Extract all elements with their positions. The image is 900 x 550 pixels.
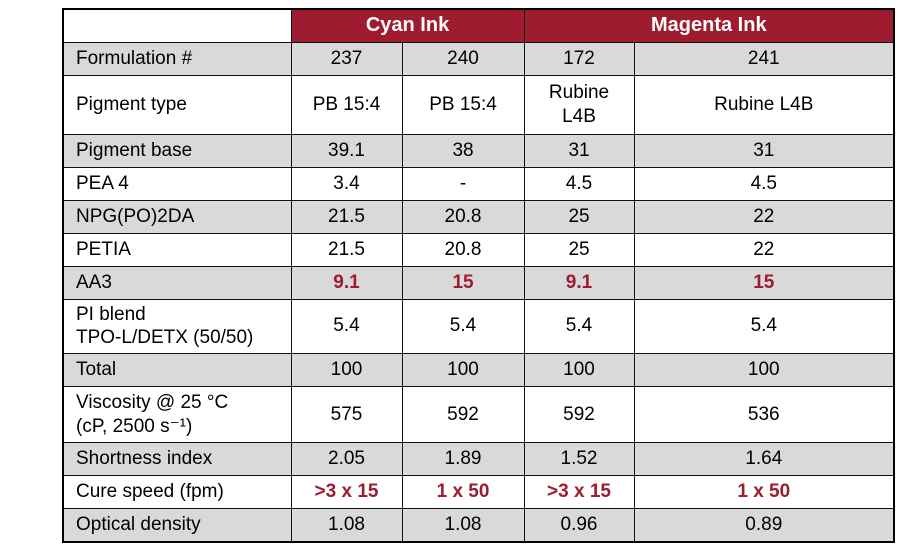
row-label: AA3: [62, 265, 292, 300]
row-npg-po-2da: NPG(PO)2DA 21.5 20.8 25 22: [62, 199, 895, 234]
cell-value: 2.05: [290, 442, 403, 476]
cell-value: >3 x 15: [523, 475, 635, 509]
cell-value: 4.5: [523, 166, 635, 201]
row-petia: PETIA 21.5 20.8 25 22: [62, 232, 895, 267]
cell-value: >3 x 15: [290, 475, 403, 509]
cell-value: Rubine L4B: [523, 74, 635, 135]
row-viscosity: Viscosity @ 25 °C (cP, 2500 s⁻¹) 575 592…: [62, 386, 895, 443]
cell-value: 21.5: [290, 199, 403, 234]
cell-value: 575: [290, 386, 403, 443]
header-row: Cyan Ink Magenta Ink: [62, 8, 895, 43]
cell-value: 5.4: [401, 298, 525, 354]
cell-value: 0.96: [523, 508, 635, 542]
cell-value: 31: [523, 133, 635, 168]
cell-value: 241: [633, 41, 895, 76]
cell-value: 1.64: [633, 442, 895, 476]
row-label: Total: [62, 353, 292, 387]
cell-value: 31: [633, 133, 895, 168]
cell-value: 22: [633, 199, 895, 234]
cell-value: 237: [290, 41, 403, 76]
row-label: PETIA: [62, 232, 292, 267]
cell-value: 100: [290, 353, 403, 387]
cell-value: 1.08: [290, 508, 403, 542]
row-label: Viscosity @ 25 °C (cP, 2500 s⁻¹): [62, 386, 292, 443]
cell-value: 592: [523, 386, 635, 443]
cell-value: Rubine L4B: [633, 74, 895, 135]
cell-value: 5.4: [633, 298, 895, 354]
cell-value: 38: [401, 133, 525, 168]
cell-value: 100: [633, 353, 895, 387]
cell-value: 172: [523, 41, 635, 76]
header-corner-cell: [62, 8, 292, 43]
header-cyan-ink: Cyan Ink: [290, 8, 525, 43]
row-optical-density: Optical density 1.08 1.08 0.96 0.89: [62, 508, 895, 542]
cell-value: 4.5: [633, 166, 895, 201]
cell-value: 0.89: [633, 508, 895, 542]
cell-value: 20.8: [401, 232, 525, 267]
cell-value: 5.4: [290, 298, 403, 354]
row-pigment-base: Pigment base 39.1 38 31 31: [62, 133, 895, 168]
cell-value: 100: [523, 353, 635, 387]
row-formulation-number: Formulation # 237 240 172 241: [62, 41, 895, 76]
cell-value: 15: [633, 265, 895, 300]
cell-value: 9.1: [290, 265, 403, 300]
cell-value: PB 15:4: [401, 74, 525, 135]
cell-value: 1.08: [401, 508, 525, 542]
cell-value: 1.89: [401, 442, 525, 476]
row-aa3: AA3 9.1 15 9.1 15: [62, 265, 895, 300]
cell-value: 9.1: [523, 265, 635, 300]
cell-value: 39.1: [290, 133, 403, 168]
row-label: Formulation #: [62, 41, 292, 76]
cell-value: PB 15:4: [290, 74, 403, 135]
cell-value: 1 x 50: [401, 475, 525, 509]
cell-value: 1 x 50: [633, 475, 895, 509]
cell-value: 1.52: [523, 442, 635, 476]
row-shortness-index: Shortness index 2.05 1.89 1.52 1.64: [62, 442, 895, 476]
cell-value: 21.5: [290, 232, 403, 267]
cell-value: 25: [523, 232, 635, 267]
header-magenta-ink: Magenta Ink: [523, 8, 895, 43]
row-label: NPG(PO)2DA: [62, 199, 292, 234]
ink-formulation-table: Cyan Ink Magenta Ink Formulation # 237 2…: [62, 8, 896, 543]
cell-value: 25: [523, 199, 635, 234]
row-pigment-type: Pigment type PB 15:4 PB 15:4 Rubine L4B …: [62, 74, 895, 135]
row-cure-speed: Cure speed (fpm) >3 x 15 1 x 50 >3 x 15 …: [62, 475, 895, 509]
cell-value: 536: [633, 386, 895, 443]
cell-value: 5.4: [523, 298, 635, 354]
cell-value: 240: [401, 41, 525, 76]
cell-value: 15: [401, 265, 525, 300]
row-pea-4: PEA 4 3.4 - 4.5 4.5: [62, 166, 895, 201]
row-label: PEA 4: [62, 166, 292, 201]
row-pi-blend: PI blend TPO-L/DETX (50/50) 5.4 5.4 5.4 …: [62, 298, 895, 354]
cell-value: 592: [401, 386, 525, 443]
row-label: Pigment base: [62, 133, 292, 168]
row-label: Optical density: [62, 508, 292, 542]
row-label: Cure speed (fpm): [62, 475, 292, 509]
row-label: Shortness index: [62, 442, 292, 476]
cell-value: 20.8: [401, 199, 525, 234]
row-label: PI blend TPO-L/DETX (50/50): [62, 298, 292, 354]
row-label: Pigment type: [62, 74, 292, 135]
cell-value: 100: [401, 353, 525, 387]
row-total: Total 100 100 100 100: [62, 353, 895, 387]
cell-value: 22: [633, 232, 895, 267]
cell-value: 3.4: [290, 166, 403, 201]
cell-value: -: [401, 166, 525, 201]
